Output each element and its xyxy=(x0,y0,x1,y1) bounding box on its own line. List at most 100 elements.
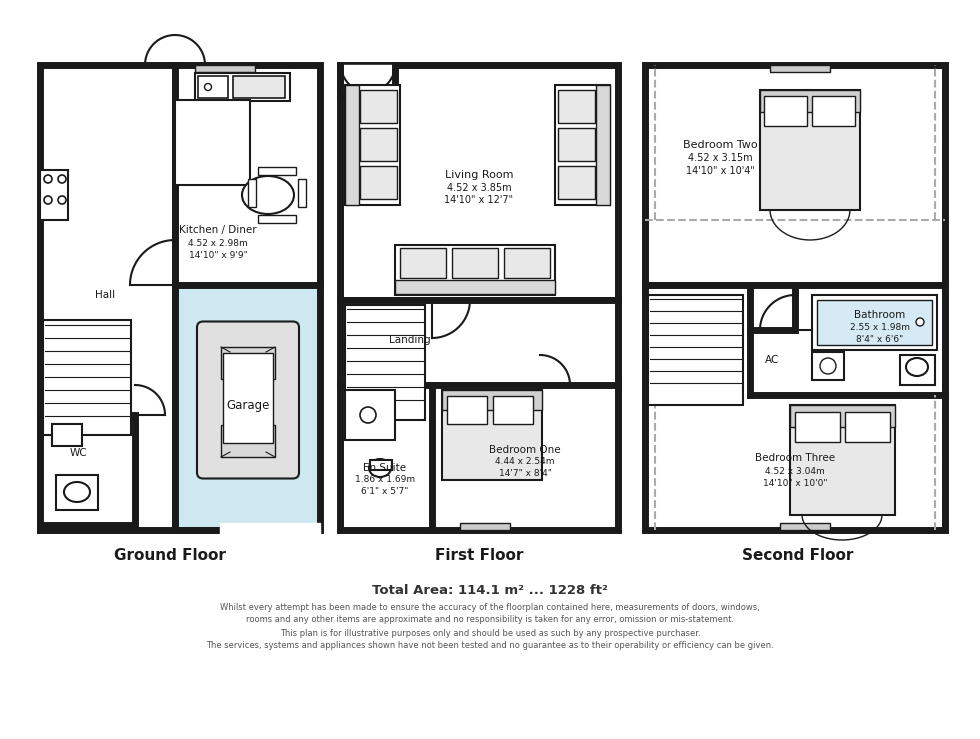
Bar xyxy=(43,320,131,435)
Circle shape xyxy=(360,407,376,423)
Bar xyxy=(395,280,555,294)
FancyBboxPatch shape xyxy=(197,321,299,478)
Text: Bathroom: Bathroom xyxy=(855,310,906,320)
Bar xyxy=(345,305,425,420)
Circle shape xyxy=(58,175,66,183)
Bar xyxy=(175,65,320,285)
Bar xyxy=(40,170,68,220)
Bar xyxy=(345,85,400,205)
Bar xyxy=(812,295,937,350)
Circle shape xyxy=(44,175,52,183)
Ellipse shape xyxy=(64,482,90,502)
Ellipse shape xyxy=(242,176,294,214)
Bar xyxy=(223,353,273,443)
Bar xyxy=(52,424,82,446)
Circle shape xyxy=(75,240,275,440)
Circle shape xyxy=(916,318,924,326)
Bar xyxy=(460,523,510,530)
Bar xyxy=(812,352,844,380)
Bar xyxy=(195,73,290,101)
Bar xyxy=(558,90,595,123)
Bar xyxy=(40,65,175,530)
Bar xyxy=(220,523,320,537)
Bar xyxy=(40,415,135,525)
Bar xyxy=(198,76,228,98)
Bar xyxy=(790,405,895,515)
Text: Bedroom Three: Bedroom Three xyxy=(755,453,835,463)
Text: WC: WC xyxy=(70,448,87,458)
Text: First Floor: First Floor xyxy=(435,548,523,562)
Bar xyxy=(175,285,320,530)
Text: 2.55 x 1.98m: 2.55 x 1.98m xyxy=(850,324,910,333)
Bar xyxy=(760,90,860,112)
Bar xyxy=(648,295,743,405)
Text: 14'10" x 10'0": 14'10" x 10'0" xyxy=(762,478,827,488)
Text: Living Room: Living Room xyxy=(445,170,514,180)
Bar xyxy=(56,475,98,510)
Text: Bedroom Two: Bedroom Two xyxy=(683,140,758,150)
Circle shape xyxy=(205,84,212,90)
Text: Kitchen / Diner: Kitchen / Diner xyxy=(179,225,257,235)
Text: 14'10" x 10'4": 14'10" x 10'4" xyxy=(686,166,755,176)
Text: Total Area: 114.1 m² ... 1228 ft²: Total Area: 114.1 m² ... 1228 ft² xyxy=(372,584,608,596)
Text: AC: AC xyxy=(764,355,779,365)
Text: 4.52 x 3.85m: 4.52 x 3.85m xyxy=(447,183,512,193)
Text: 4.52 x 3.04m: 4.52 x 3.04m xyxy=(765,466,825,475)
Bar xyxy=(555,85,610,205)
Text: 8'4" x 6'6": 8'4" x 6'6" xyxy=(857,336,904,344)
Bar xyxy=(770,65,830,72)
Bar xyxy=(645,285,945,530)
Bar xyxy=(558,128,595,161)
Bar xyxy=(504,248,550,278)
Bar xyxy=(558,166,595,199)
Bar xyxy=(452,248,498,278)
Bar xyxy=(817,300,932,345)
Circle shape xyxy=(58,196,66,204)
Bar xyxy=(258,167,296,175)
Ellipse shape xyxy=(906,358,928,376)
Text: Bedroom One: Bedroom One xyxy=(489,445,561,455)
Text: This plan is for illustrative purposes only and should be used as such by any pr: This plan is for illustrative purposes o… xyxy=(279,628,701,638)
Text: Second Floor: Second Floor xyxy=(742,548,854,562)
Text: Whilst every attempt has been made to ensure the accuracy of the floorplan conta: Whilst every attempt has been made to en… xyxy=(220,602,760,611)
Bar xyxy=(360,90,397,123)
Text: 14'10" x 9'9": 14'10" x 9'9" xyxy=(188,251,247,261)
Bar xyxy=(764,96,807,126)
Bar xyxy=(345,390,395,440)
Bar xyxy=(298,179,306,207)
Bar xyxy=(340,65,395,95)
Text: 6'1" x 5'7": 6'1" x 5'7" xyxy=(362,488,409,497)
Text: 1.86 x 1.69m: 1.86 x 1.69m xyxy=(355,475,416,485)
Bar xyxy=(400,248,446,278)
Bar xyxy=(442,390,542,480)
Circle shape xyxy=(820,358,836,374)
Bar xyxy=(447,396,487,424)
Bar xyxy=(780,523,830,530)
Bar xyxy=(845,412,890,442)
Bar xyxy=(340,300,618,530)
Text: En Suite: En Suite xyxy=(364,463,407,473)
Circle shape xyxy=(369,210,589,430)
Text: Landing: Landing xyxy=(389,335,431,345)
Bar xyxy=(248,179,256,207)
Circle shape xyxy=(44,196,52,204)
Text: Ground Floor: Ground Floor xyxy=(114,548,226,562)
Bar xyxy=(395,245,555,295)
Circle shape xyxy=(85,250,265,430)
Bar xyxy=(233,76,285,98)
Text: 4.52 x 2.98m: 4.52 x 2.98m xyxy=(188,239,248,248)
Bar xyxy=(195,65,255,72)
Text: 14'10" x 12'7": 14'10" x 12'7" xyxy=(445,195,514,205)
Bar xyxy=(900,355,935,385)
Ellipse shape xyxy=(369,459,391,477)
Bar xyxy=(790,405,895,427)
Bar xyxy=(795,412,840,442)
Bar xyxy=(360,166,397,199)
Bar xyxy=(360,128,397,161)
Text: Garage: Garage xyxy=(226,398,270,412)
Bar xyxy=(221,425,275,457)
Text: Hall: Hall xyxy=(95,290,115,300)
Bar xyxy=(760,90,860,210)
Text: The services, systems and appliances shown have not been tested and no guarantee: The services, systems and appliances sho… xyxy=(206,641,774,650)
Text: rooms and any other items are approximate and no responsibility is taken for any: rooms and any other items are approximat… xyxy=(246,616,734,624)
